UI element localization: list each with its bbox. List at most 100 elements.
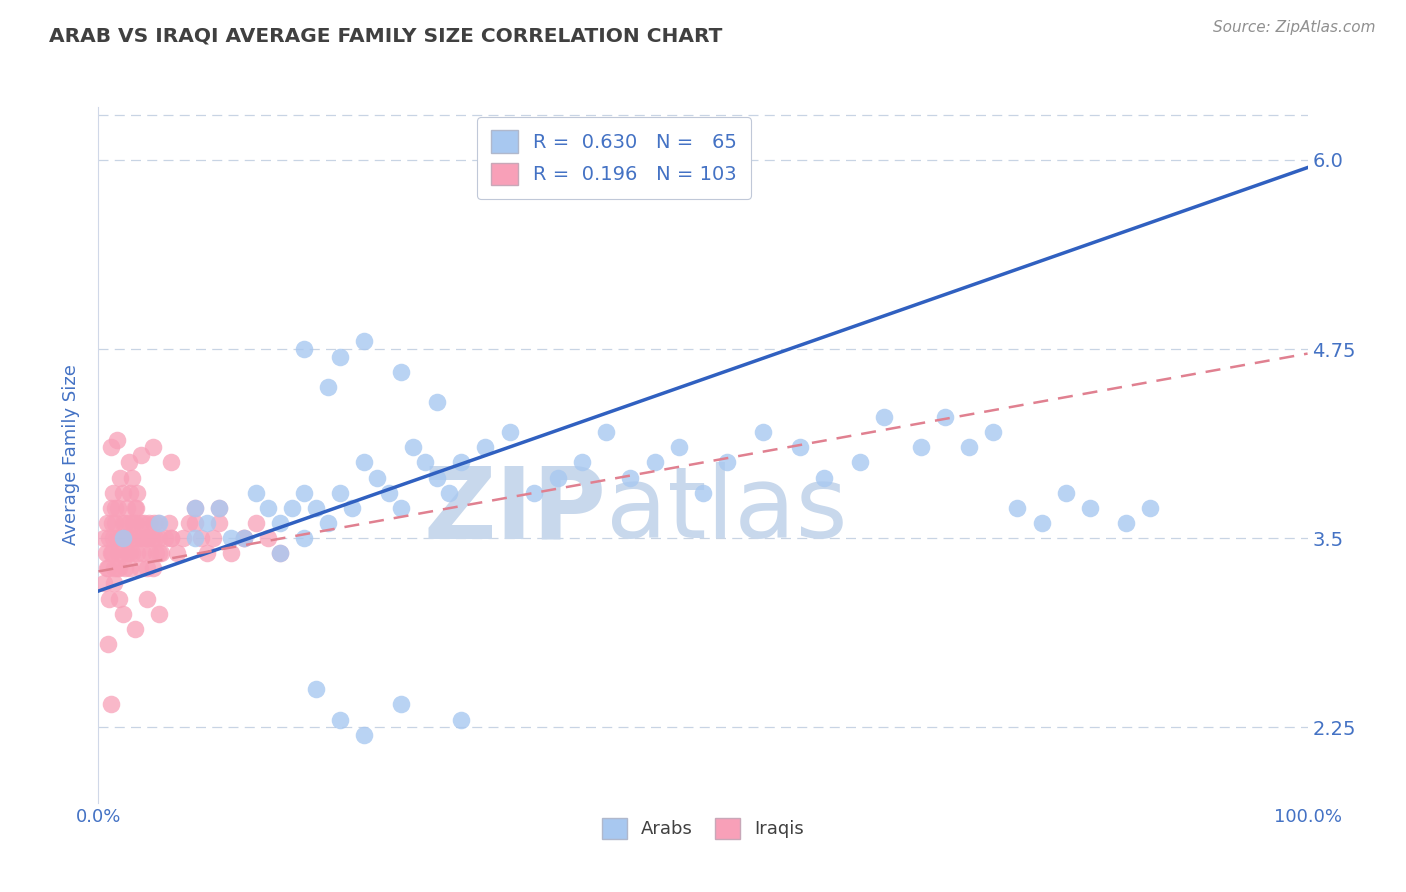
Point	[716, 455, 738, 469]
Point	[117, 546, 139, 560]
Point	[342, 500, 364, 515]
Point	[245, 516, 267, 530]
Point	[108, 591, 131, 606]
Point	[142, 561, 165, 575]
Point	[813, 470, 835, 484]
Point	[292, 342, 315, 356]
Point	[1115, 516, 1137, 530]
Point	[100, 441, 122, 455]
Point	[389, 365, 412, 379]
Text: atlas: atlas	[606, 462, 848, 559]
Point	[141, 531, 163, 545]
Point	[450, 713, 472, 727]
Point	[498, 425, 520, 440]
Point	[957, 441, 980, 455]
Point	[118, 455, 141, 469]
Point	[135, 561, 157, 575]
Point	[305, 682, 328, 697]
Point	[389, 698, 412, 712]
Point	[108, 561, 131, 575]
Point	[789, 441, 811, 455]
Point	[111, 485, 134, 500]
Point	[100, 546, 122, 560]
Point	[148, 516, 170, 530]
Point	[426, 395, 449, 409]
Point	[292, 531, 315, 545]
Point	[117, 500, 139, 515]
Point	[1139, 500, 1161, 515]
Point	[179, 516, 201, 530]
Point	[145, 546, 167, 560]
Point	[190, 531, 212, 545]
Point	[100, 546, 122, 560]
Point	[910, 441, 932, 455]
Point	[366, 470, 388, 484]
Point	[135, 531, 157, 545]
Point	[752, 425, 775, 440]
Point	[124, 500, 146, 515]
Point	[232, 531, 254, 545]
Point	[105, 433, 128, 447]
Point	[426, 470, 449, 484]
Point	[98, 591, 121, 606]
Point	[208, 500, 231, 515]
Point	[105, 531, 128, 545]
Point	[129, 516, 152, 530]
Point	[221, 531, 243, 545]
Point	[402, 441, 425, 455]
Point	[450, 455, 472, 469]
Point	[114, 516, 136, 530]
Point	[120, 531, 142, 545]
Point	[157, 516, 180, 530]
Point	[139, 546, 162, 560]
Point	[135, 591, 157, 606]
Point	[114, 561, 136, 575]
Point	[292, 485, 315, 500]
Point	[121, 470, 143, 484]
Point	[100, 698, 122, 712]
Point	[184, 500, 207, 515]
Point	[195, 546, 218, 560]
Point	[172, 531, 194, 545]
Point	[132, 546, 155, 560]
Point	[128, 561, 150, 575]
Point	[148, 607, 170, 621]
Text: ARAB VS IRAQI AVERAGE FAMILY SIZE CORRELATION CHART: ARAB VS IRAQI AVERAGE FAMILY SIZE CORREL…	[49, 27, 723, 45]
Point	[108, 470, 131, 484]
Point	[692, 485, 714, 500]
Point	[94, 546, 117, 560]
Point	[160, 531, 183, 545]
Point	[118, 561, 141, 575]
Point	[118, 516, 141, 530]
Point	[121, 546, 143, 560]
Point	[135, 531, 157, 545]
Point	[101, 485, 124, 500]
Point	[110, 546, 132, 560]
Point	[305, 500, 328, 515]
Point	[329, 350, 352, 364]
Point	[148, 531, 170, 545]
Point	[202, 531, 225, 545]
Point	[118, 485, 141, 500]
Point	[184, 531, 207, 545]
Point	[103, 576, 125, 591]
Point	[353, 728, 375, 742]
Point	[138, 516, 160, 530]
Point	[143, 516, 166, 530]
Point	[146, 516, 169, 530]
Point	[389, 500, 412, 515]
Point	[595, 425, 617, 440]
Point	[127, 531, 149, 545]
Point	[129, 448, 152, 462]
Point	[118, 546, 141, 560]
Point	[195, 516, 218, 530]
Point	[184, 500, 207, 515]
Point	[644, 455, 666, 469]
Point	[108, 531, 131, 545]
Point	[104, 516, 127, 530]
Point	[148, 546, 170, 560]
Point	[329, 713, 352, 727]
Point	[1078, 500, 1101, 515]
Point	[353, 455, 375, 469]
Point	[111, 607, 134, 621]
